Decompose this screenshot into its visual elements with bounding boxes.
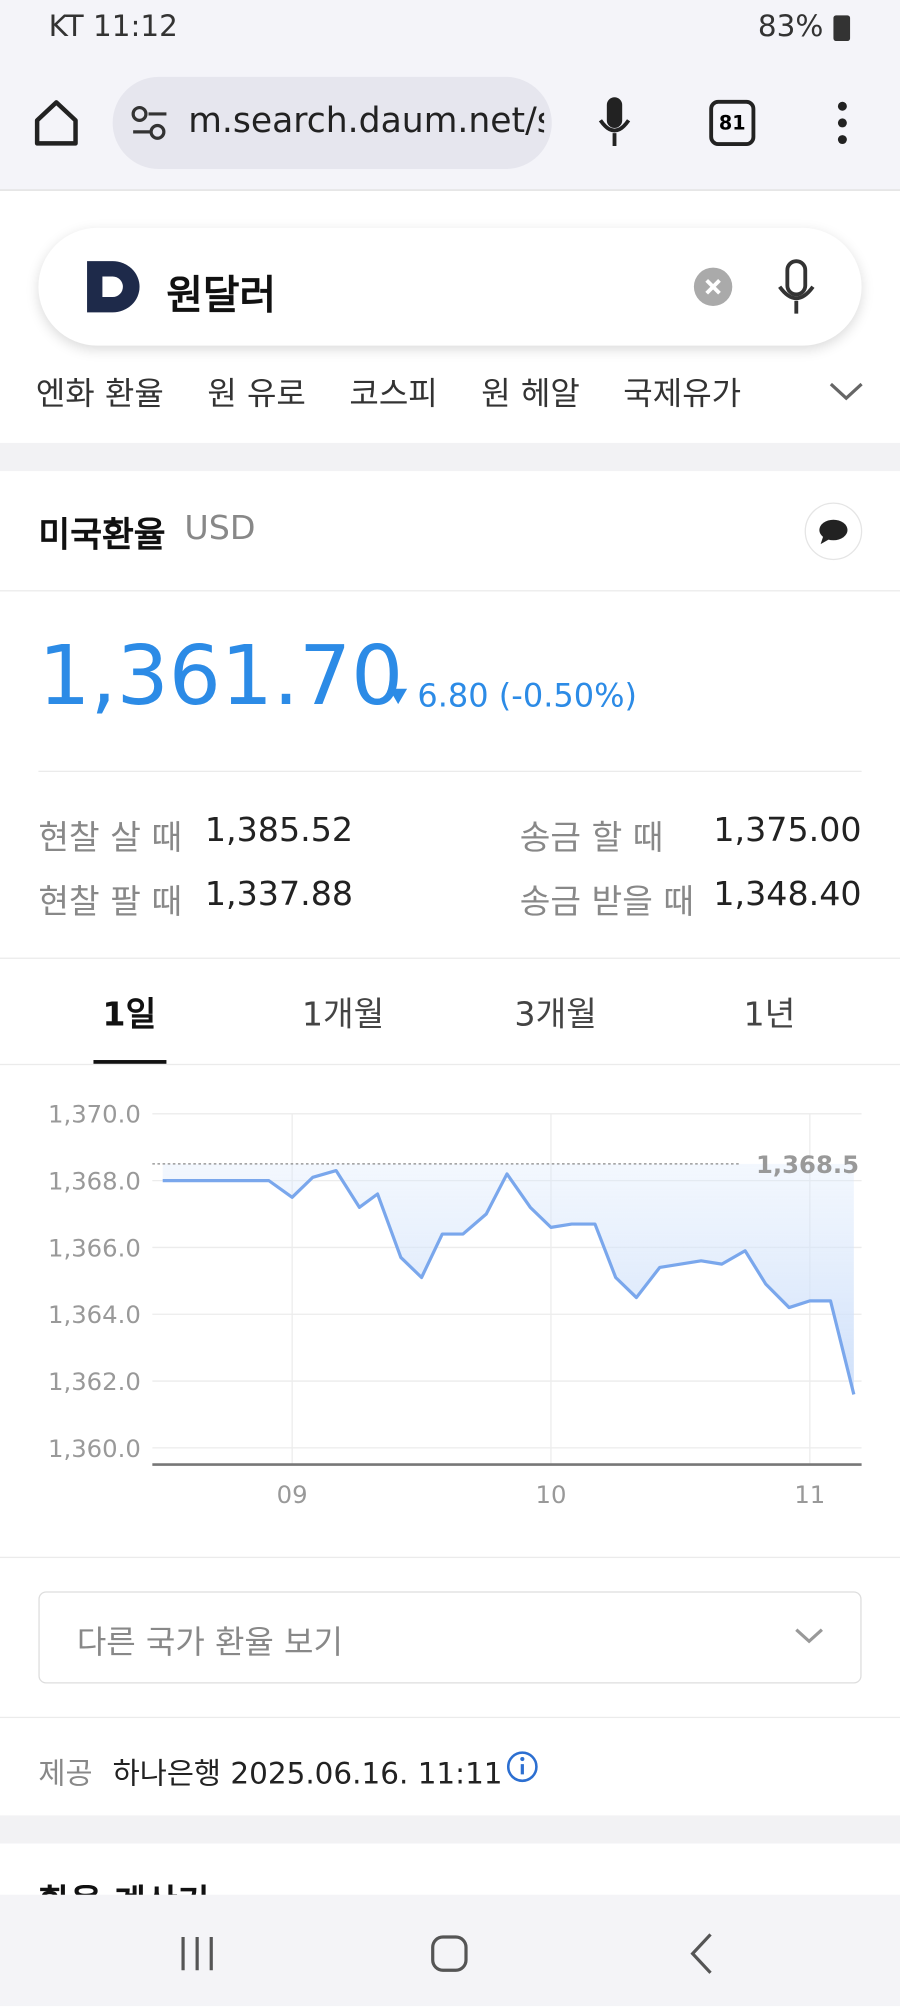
clear-icon[interactable] — [693, 266, 734, 307]
search-query: 원달러 — [166, 272, 276, 319]
period-tab[interactable]: 1년 — [743, 996, 796, 1035]
reference-label: 1,368.5 — [756, 1150, 859, 1179]
x-tick-label: 09 — [277, 1480, 308, 1509]
chart: 1,360.0 1,362.0 1,364.0 1,366.0 1,368.0 1,370… — [48, 1100, 862, 1509]
daum-logo — [87, 261, 140, 313]
y-tick-label: 1,360.0 — [48, 1434, 141, 1463]
tab-count[interactable]: 81 — [709, 99, 756, 146]
price-line — [162, 1168, 856, 1395]
separator — [0, 1815, 900, 1844]
status-time: KT 11:12 — [48, 10, 178, 44]
price-change: 6.80 (-0.50%) — [417, 677, 637, 715]
rate-label: 송금 할 때 — [519, 819, 664, 858]
y-tick-label: 1,370.0 — [48, 1100, 141, 1129]
dropdown[interactable] — [38, 1591, 862, 1684]
related-row: 엔화 환율 원 유로 코스피 원 헤알 국제유가 — [0, 358, 819, 407]
mic-icon[interactable] — [595, 95, 633, 149]
currency: USD — [184, 509, 256, 548]
period-tab[interactable]: 3개월 — [514, 996, 597, 1035]
site-icon — [131, 105, 167, 140]
battery: 83% — [757, 10, 824, 44]
expand-icon[interactable] — [827, 379, 865, 405]
home-icon[interactable] — [31, 97, 82, 148]
nav-buttons[interactable] — [173, 1927, 736, 1978]
info-icon[interactable] — [506, 1750, 539, 1783]
down-arrow — [389, 688, 408, 705]
related-link[interactable]: 엔화 환율 — [35, 375, 164, 408]
period-tab[interactable]: 1일 — [102, 996, 157, 1035]
url-bar[interactable] — [112, 76, 552, 169]
related-link[interactable]: 원 헤알 — [481, 375, 580, 408]
dropdown-arrow — [795, 1628, 823, 1644]
y-tick-label: 1,368.0 — [48, 1167, 141, 1196]
y-tick-label: 1,364.0 — [48, 1300, 141, 1329]
rate-value: 1,385.52 — [204, 811, 354, 851]
url: m.search.daum.net/s — [188, 101, 545, 141]
comment-icon[interactable] — [803, 501, 864, 562]
voice-icon[interactable] — [776, 259, 817, 315]
y-tick-label: 1,362.0 — [48, 1367, 141, 1396]
source-label: 제공 — [38, 1757, 93, 1792]
menu-icon[interactable] — [832, 100, 852, 146]
rate-value: 1,337.88 — [204, 875, 354, 915]
y-tick-label: 1,366.0 — [48, 1233, 141, 1262]
related-link[interactable]: 코스피 — [349, 375, 438, 408]
related-list: 엔화 환율 원 유로 코스피 원 헤알 국제유가 — [36, 369, 741, 407]
card-title: 미국환율 — [38, 515, 166, 556]
tab-underline — [93, 1060, 167, 1064]
dropdown-label: 다른 국가 환율 보기 — [76, 1623, 343, 1661]
x-tick-label: 10 — [536, 1480, 567, 1509]
source: 하나은행 2025.06.16. 11:11 — [112, 1757, 503, 1792]
x-tick-label: 11 — [794, 1480, 825, 1509]
rate-value: 1,375.00 — [713, 811, 862, 851]
battery-icon — [833, 15, 851, 41]
related-link[interactable]: 원 유로 — [207, 375, 306, 408]
rate-label: 송금 받을 때 — [519, 883, 695, 922]
period-tab[interactable]: 1개월 — [301, 996, 385, 1035]
price: 1,361.70 — [38, 629, 404, 725]
related-link[interactable]: 국제유가 — [623, 375, 742, 408]
search-box[interactable] — [38, 227, 862, 346]
area — [162, 1163, 854, 1395]
rate-value: 1,348.40 — [713, 875, 862, 915]
separator — [0, 442, 900, 472]
nav-bar — [0, 1894, 900, 2007]
rate-label: 현찰 살 때 — [38, 819, 183, 858]
rate-label: 현찰 팔 때 — [38, 883, 183, 922]
